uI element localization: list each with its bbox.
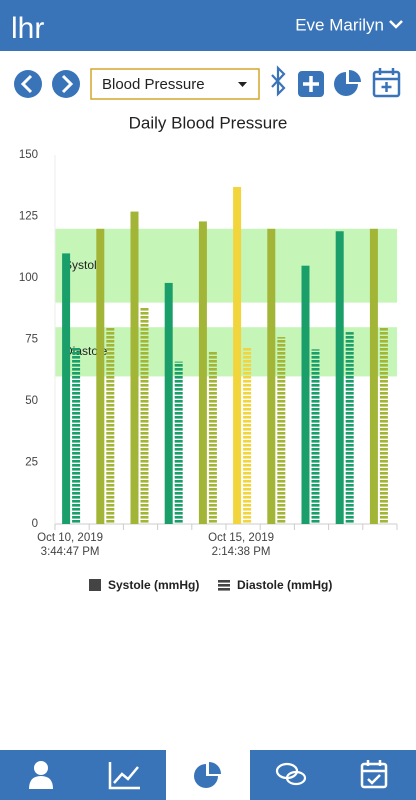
systole-bar <box>62 253 71 524</box>
forward-button[interactable] <box>52 70 80 98</box>
systole-bar <box>233 186 242 525</box>
systole-bar <box>301 265 310 524</box>
dropdown-value: Blood Pressure <box>102 76 205 93</box>
systole-bar <box>130 211 139 524</box>
diastole-bar <box>140 307 149 524</box>
y-tick-label: 75 <box>25 334 38 346</box>
diastole-bar <box>174 361 183 524</box>
systole-bar <box>335 231 344 524</box>
systole-bar <box>267 228 276 525</box>
diastole-bar <box>379 327 388 524</box>
legend-item: Diastole (mmHg) <box>218 578 332 592</box>
user-menu-chevron[interactable] <box>389 20 403 29</box>
legend-swatch <box>89 579 101 591</box>
nav-active <box>166 750 250 800</box>
x-tick-label: Oct 10, 2019 3:44:47 PM <box>37 532 104 558</box>
band-label: Systole <box>64 258 104 272</box>
x-tick-label: Oct 15, 2019 2:14:38 PM <box>208 532 275 558</box>
diastole-bar <box>277 337 286 524</box>
nav-calendar[interactable] <box>360 760 388 789</box>
legend-label: Diastole (mmHg) <box>237 578 332 592</box>
nav-trends[interactable] <box>108 762 140 790</box>
systole-bar <box>96 228 105 525</box>
bluetooth-icon[interactable] <box>271 65 286 97</box>
back-button[interactable] <box>14 70 42 98</box>
diastole-bar <box>106 327 115 524</box>
calendar-button[interactable] <box>372 68 401 98</box>
diastole-bar <box>311 349 320 524</box>
legend-item: Systole (mmHg) <box>89 578 199 592</box>
diastole-bar <box>208 351 217 524</box>
systole-bar <box>164 282 173 524</box>
chart-title: Daily Blood Pressure <box>129 113 288 132</box>
nav-profile[interactable] <box>29 761 53 789</box>
y-tick-label: 125 <box>19 211 38 223</box>
nav-charts[interactable] <box>194 762 221 788</box>
diastole-bar <box>72 346 81 524</box>
dropdown-caret <box>238 82 247 87</box>
metric-dropdown[interactable] <box>90 68 260 100</box>
logo: lhr <box>11 12 44 45</box>
add-button[interactable] <box>298 71 324 97</box>
legend-label: Systole (mmHg) <box>108 578 199 592</box>
reference-band <box>55 228 397 303</box>
y-tick-label: 100 <box>19 272 38 284</box>
y-tick-label: 150 <box>19 149 38 161</box>
diastole-bar <box>243 346 252 524</box>
diastole-bar <box>345 332 354 524</box>
user-name[interactable]: Eve Marilyn <box>295 15 384 34</box>
chart-button[interactable] <box>334 70 361 96</box>
legend-swatch <box>218 579 230 591</box>
y-tick-label: 0 <box>32 518 38 530</box>
nav-messages[interactable] <box>275 762 307 786</box>
header-bar <box>0 0 416 51</box>
systole-bar <box>369 228 378 525</box>
systole-bar <box>198 221 207 525</box>
y-tick-label: 25 <box>25 457 38 469</box>
y-tick-label: 50 <box>25 395 38 407</box>
